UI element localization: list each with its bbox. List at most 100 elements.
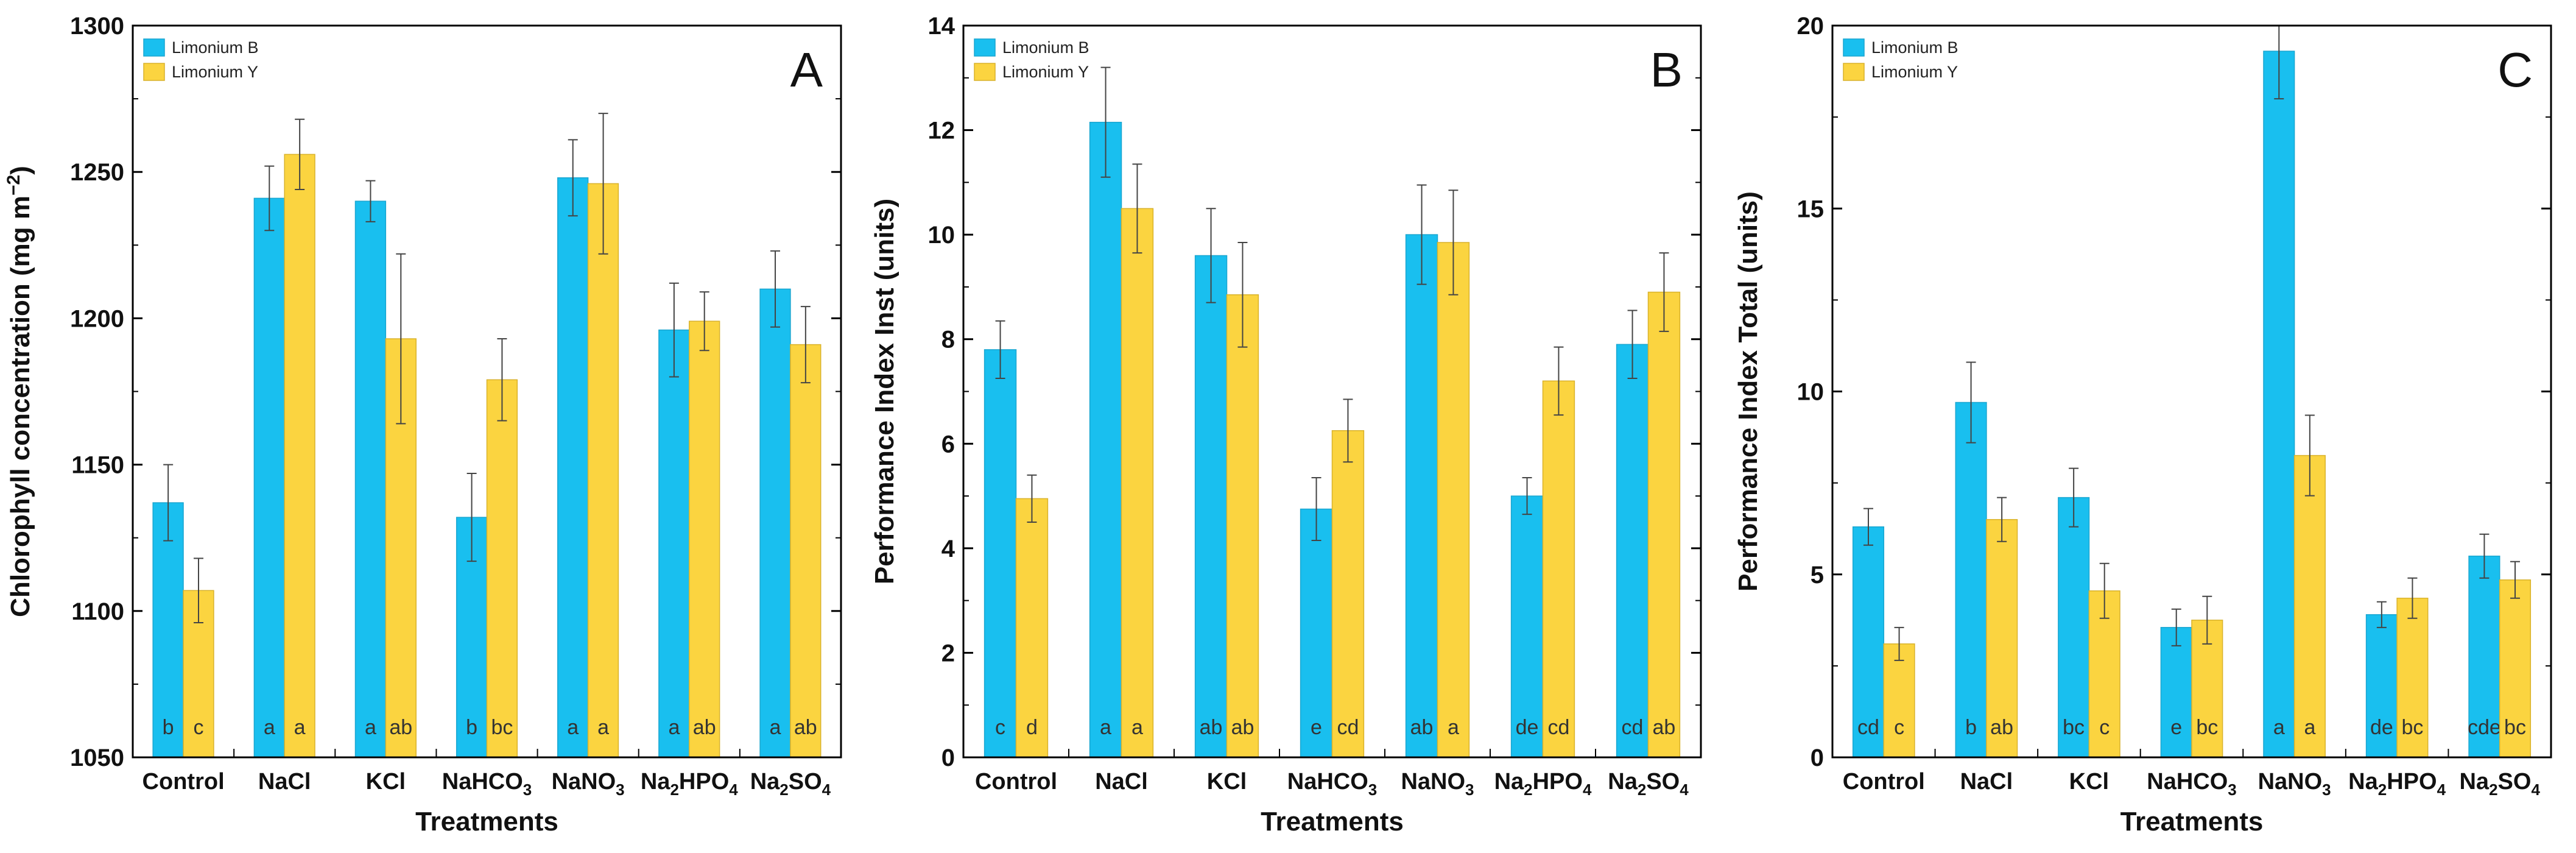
category-label-main: NaHCO bbox=[1287, 769, 1368, 795]
significance-letter: ab bbox=[389, 716, 412, 739]
category-label-subscript: 2 bbox=[1524, 780, 1532, 799]
significance-letter: bc bbox=[2196, 716, 2218, 739]
category-label: NaCl bbox=[1960, 769, 2013, 795]
significance-letter: a bbox=[668, 716, 680, 739]
y-axis-title: Performance Index Total (units) bbox=[1733, 191, 1763, 592]
bar-limonium-y-nano3 bbox=[587, 183, 619, 758]
y-tick-label: 5 bbox=[1811, 562, 1824, 589]
bar-limonium-y-kcl bbox=[1226, 294, 1259, 758]
y-tick-label: 2 bbox=[941, 640, 955, 667]
significance-letter: a bbox=[770, 716, 781, 739]
category-label-subscript: 2 bbox=[1638, 780, 1646, 799]
significance-letter: a bbox=[2273, 716, 2285, 739]
category-label: NaHCO3 bbox=[1287, 769, 1378, 799]
y-axis-title-text: Performance Index Inst (units) bbox=[870, 199, 899, 584]
y-axis-title-superscript: −2 bbox=[4, 175, 24, 196]
category-label: NaCl bbox=[1095, 769, 1148, 795]
legend-label: Limonium Y bbox=[172, 63, 258, 81]
bar-limonium-y-nahco3 bbox=[486, 379, 518, 758]
significance-letter: a bbox=[1448, 716, 1459, 739]
category-label-subscript: 4 bbox=[2437, 780, 2446, 799]
category-label-main: KCl bbox=[2069, 769, 2109, 795]
y-tick-label: 20 bbox=[1797, 13, 1825, 40]
significance-letter: bc bbox=[2504, 716, 2526, 739]
panel-label: B bbox=[1650, 43, 1683, 97]
category-label-main: NaHCO bbox=[442, 769, 523, 795]
y-tick-label: 1250 bbox=[70, 159, 124, 186]
bar-limonium-y-control bbox=[1883, 643, 1915, 758]
bar-limonium-y-nacl bbox=[1121, 208, 1154, 758]
category-label-subscript: 2 bbox=[779, 780, 788, 799]
category-label-tail: HPO bbox=[1533, 769, 1583, 795]
category-label: Control bbox=[975, 769, 1057, 795]
significance-letter: ab bbox=[1652, 716, 1675, 739]
legend-swatch-limonium-y bbox=[1843, 63, 1865, 81]
y-tick-label: 8 bbox=[941, 327, 955, 353]
category-label-main: Control bbox=[975, 769, 1057, 795]
significance-letter: de bbox=[1516, 716, 1539, 739]
legend-swatch-limonium-b bbox=[974, 38, 996, 57]
category-label: KCl bbox=[2069, 769, 2109, 795]
significance-letter: a bbox=[597, 716, 609, 739]
category-label-subscript: 3 bbox=[1465, 780, 1474, 799]
category-label-main: Na bbox=[641, 769, 670, 795]
legend-swatch-limonium-y bbox=[143, 63, 165, 81]
legend-label: Limonium B bbox=[1002, 38, 1089, 57]
y-tick-label: 1150 bbox=[71, 452, 124, 479]
significance-letter: cde bbox=[2468, 716, 2501, 739]
significance-letter: cd bbox=[1857, 716, 1879, 739]
significance-letter: c bbox=[194, 716, 204, 739]
category-label-main: NaNO bbox=[1401, 769, 1465, 795]
panel-label: C bbox=[2497, 43, 2533, 97]
category-label-subscript: 4 bbox=[2531, 780, 2540, 799]
significance-letter: a bbox=[2304, 716, 2315, 739]
category-label: Na2HPO4 bbox=[2348, 769, 2446, 799]
y-tick-label: 12 bbox=[928, 118, 955, 144]
bar-limonium-b-control bbox=[152, 502, 184, 758]
category-label-subscript: 3 bbox=[523, 780, 532, 799]
category-label: Control bbox=[143, 769, 225, 795]
category-label: NaCl bbox=[258, 769, 311, 795]
significance-letter: e bbox=[1311, 716, 1322, 739]
bar-limonium-y-nacl bbox=[1986, 519, 2018, 758]
significance-letter: cd bbox=[1547, 716, 1569, 739]
y-tick-label: 4 bbox=[941, 536, 955, 562]
bar-limonium-y-nano3 bbox=[1437, 242, 1470, 758]
bar-limonium-b-control bbox=[1852, 526, 1885, 758]
category-label-main: Na bbox=[1494, 769, 1524, 795]
bar-limonium-y-na2hpo4 bbox=[689, 320, 720, 758]
legend-label: Limonium Y bbox=[1002, 63, 1089, 81]
category-label: Control bbox=[1843, 769, 1925, 795]
panel-b: c a ab e ab de cdd a ab cd a cd ab02468101214Control… bbox=[870, 13, 1702, 837]
category-label-subscript: 3 bbox=[2228, 780, 2236, 799]
bar-limonium-b-nacl bbox=[1955, 402, 1987, 758]
category-label-main: NaNO bbox=[552, 769, 616, 795]
category-label-main: Na bbox=[2348, 769, 2378, 795]
category-label-subscript: 3 bbox=[616, 780, 624, 799]
x-axis-title: Treatments bbox=[2120, 807, 2264, 837]
category-label: Na2SO4 bbox=[750, 769, 831, 799]
significance-letter: a bbox=[264, 716, 275, 739]
category-label-main: NaCl bbox=[1095, 769, 1148, 795]
category-label-main: NaCl bbox=[258, 769, 311, 795]
bar-limonium-b-kcl bbox=[1194, 255, 1228, 758]
x-axis-title: Treatments bbox=[415, 807, 558, 837]
bar-limonium-b-na2so4 bbox=[759, 288, 791, 758]
legend-swatch-limonium-b bbox=[1843, 38, 1865, 57]
category-label-subscript: 2 bbox=[670, 780, 678, 799]
bar-limonium-b-control bbox=[984, 349, 1017, 758]
category-label-main: Na bbox=[2459, 769, 2489, 795]
bar-limonium-b-nahco3 bbox=[1300, 508, 1333, 758]
category-label-subscript: 3 bbox=[1368, 780, 1377, 799]
x-axis-title: Treatments bbox=[1261, 807, 1404, 837]
category-label: Na2HPO4 bbox=[1494, 769, 1592, 799]
bar-limonium-b-nacl bbox=[1089, 121, 1122, 758]
y-tick-label: 10 bbox=[928, 222, 955, 249]
category-label: Na2SO4 bbox=[1608, 769, 1689, 799]
category-label-main: Control bbox=[1843, 769, 1925, 795]
significance-letter: cd bbox=[1337, 716, 1359, 739]
significance-letter: ab bbox=[1410, 716, 1434, 739]
y-axis-title: Performance Index Inst (units) bbox=[870, 199, 899, 584]
category-label-main: Na bbox=[750, 769, 780, 795]
significance-letter: ab bbox=[794, 716, 817, 739]
